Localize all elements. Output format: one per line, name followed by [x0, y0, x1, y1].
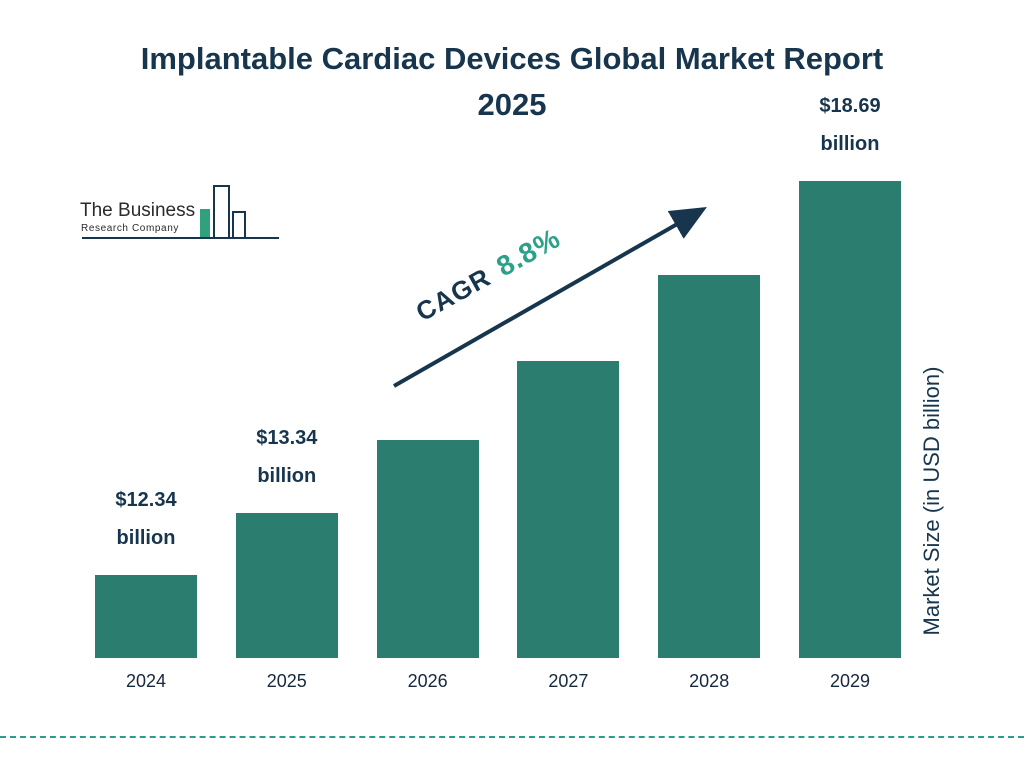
- x-tick-2025: 2025: [266, 671, 307, 691]
- bar-2028: [658, 275, 761, 658]
- bar-2024: [95, 575, 197, 658]
- x-tick-2028: 2028: [689, 671, 730, 691]
- value-label-line: billion: [820, 133, 880, 155]
- value-label-2025: $13.34 billion: [256, 419, 317, 495]
- logo-text-line1: The Business: [80, 200, 195, 221]
- value-label-line: $13.34: [256, 427, 318, 449]
- x-tick-2027: 2027: [548, 671, 589, 691]
- logo-bar-filled: [200, 209, 210, 238]
- bar-stack-2024: $12.34 billion: [95, 481, 197, 658]
- bar-2029: [798, 181, 901, 658]
- bar-stack-2027: [517, 361, 620, 658]
- value-label-line: billion: [257, 465, 317, 487]
- x-tick-2024: 2024: [125, 671, 167, 691]
- bar-stack-2025: $13.34 billion: [235, 419, 338, 658]
- value-label-2024: $12.34 billion: [115, 481, 176, 557]
- bar-stack-2026: [376, 440, 479, 658]
- bar-stack-2028: [658, 275, 761, 658]
- x-tick-2026: 2026: [407, 671, 448, 691]
- value-label-line: $18.69: [819, 95, 881, 117]
- bar-column-2026: 2026: [376, 440, 479, 692]
- y-axis-label: Market Size (in USD billion): [919, 366, 944, 636]
- page-title: Implantable Cardiac Devices Global Marke…: [140, 41, 884, 122]
- bar-2025: [235, 513, 338, 658]
- bar-2026: [376, 440, 479, 658]
- bar-stack-2029: $18.69 billion: [798, 87, 901, 658]
- bar-column-2028: 2028: [658, 275, 761, 692]
- bar-column-2024: $12.34 billion 2024: [95, 481, 197, 692]
- bar-column-2029: $18.69 billion 2029: [798, 87, 901, 692]
- bar-column-2027: 2027: [517, 361, 620, 692]
- value-label-line: billion: [116, 527, 176, 549]
- company-logo: The Business Research Company: [72, 176, 287, 248]
- bar-chart: $12.34 billion 2024 $13.34 billion 2025 2026 20…: [95, 87, 901, 692]
- x-tick-2029: 2029: [829, 671, 870, 691]
- bar-column-2025: $13.34 billion 2025: [235, 419, 338, 692]
- value-label-2029: $18.69 billion: [819, 87, 880, 163]
- company-logo-graphic: The Business Research Company: [80, 185, 279, 239]
- bar-2027: [517, 361, 620, 658]
- bottom-dashed-divider: [0, 736, 1024, 738]
- logo-text-line2: Research Company: [81, 223, 179, 234]
- value-label-line: $12.34: [115, 489, 177, 511]
